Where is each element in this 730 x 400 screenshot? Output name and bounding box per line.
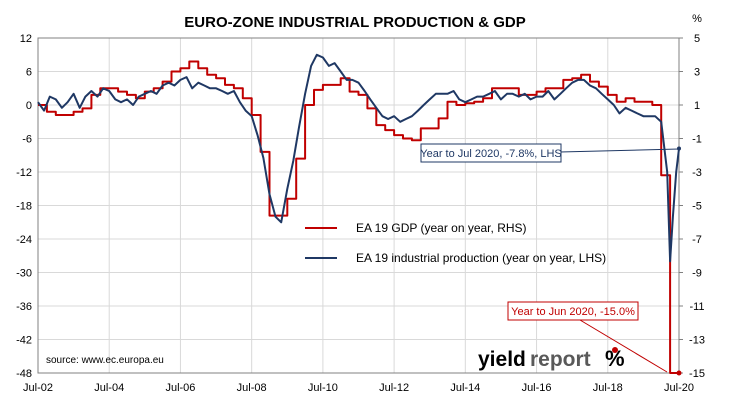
left-tick-label: -42 xyxy=(16,335,32,347)
right-tick-label: 5 xyxy=(694,33,700,45)
series-layer xyxy=(37,53,682,376)
left-tick-label: -24 xyxy=(16,234,32,246)
right-tick-label: -9 xyxy=(692,268,702,280)
series-line-ip xyxy=(37,53,680,263)
logo-report: report xyxy=(530,348,591,371)
logo-yield: yield xyxy=(478,348,526,371)
ip-annotation-box xyxy=(420,143,562,163)
x-axis-ticks: Jul-02 Jul-04 Jul-06 Jul-08 Jul-10 Jul-12 Jul-… xyxy=(23,382,694,394)
series-line-gdp xyxy=(38,60,679,374)
gdp-annotation-box xyxy=(507,301,639,321)
ip-end-point xyxy=(677,146,681,151)
x-tick-label: Jul-10 xyxy=(308,382,338,394)
left-tick-label: -18 xyxy=(16,201,32,213)
gdp-annotation-leader xyxy=(579,319,668,373)
left-tick-label: -12 xyxy=(16,167,32,179)
x-tick-label: Jul-08 xyxy=(237,382,267,394)
left-tick-label: 6 xyxy=(26,67,32,79)
right-tick-label: 3 xyxy=(694,67,700,79)
left-tick-label: -6 xyxy=(22,134,32,146)
left-tick-label: -48 xyxy=(16,368,32,380)
right-axis-unit: % xyxy=(692,13,702,25)
left-tick-label: 12 xyxy=(20,33,32,45)
chart-title: EURO-ZONE INDUSTRIAL PRODUCTION & GDP xyxy=(184,14,525,31)
right-tick-label: -15 xyxy=(689,368,705,380)
logo-dot-icon xyxy=(612,347,618,353)
gdp-annotation-text: Year to Jun 2020, -15.0% xyxy=(511,306,635,318)
left-axis-ticks: 12 6 0 -6 -12 -18 -24 -30 -36 -42 -48 xyxy=(16,33,32,380)
gdp-end-point xyxy=(676,370,682,376)
x-tick-label: Jul-02 xyxy=(23,382,53,394)
logo-percent-icon: % xyxy=(605,346,625,371)
right-tick-label: 1 xyxy=(694,100,700,112)
x-tick-label: Jul-04 xyxy=(94,382,124,394)
x-tick-label: Jul-20 xyxy=(664,382,694,394)
right-axis-ticks: 5 3 1 -1 -3 -5 -7 -9 -11 -13 -15 xyxy=(679,33,705,380)
left-tick-label: 0 xyxy=(26,100,32,112)
x-tick-label: Jul-18 xyxy=(593,382,623,394)
ip-annotation-leader xyxy=(559,148,680,153)
left-tick-label: -30 xyxy=(16,268,32,280)
ip-annotation-text: Year to Jul 2020, -7.8%, LHS xyxy=(420,148,561,160)
source-note: source: www.ec.europa.eu xyxy=(46,355,164,366)
right-tick-label: -7 xyxy=(692,234,702,246)
legend: EA 19 GDP (year on year, RHS) EA 19 indu… xyxy=(305,221,606,265)
right-tick-label: -1 xyxy=(692,134,702,146)
x-tick-label: Jul-06 xyxy=(165,382,195,394)
ip-annotation: Year to Jul 2020, -7.8%, LHS xyxy=(420,143,680,163)
x-tick-label: Jul-12 xyxy=(379,382,409,394)
x-tick-label: Jul-16 xyxy=(522,382,552,394)
yieldreport-logo: yield report % xyxy=(478,346,625,371)
left-tick-label: -36 xyxy=(16,301,32,313)
right-tick-label: -13 xyxy=(689,335,705,347)
x-tick-label: Jul-14 xyxy=(450,382,480,394)
right-tick-label: -11 xyxy=(689,301,704,313)
legend-gdp-label: EA 19 GDP (year on year, RHS) xyxy=(356,221,527,235)
right-tick-label: -3 xyxy=(692,167,702,179)
right-tick-label: -5 xyxy=(692,201,702,213)
gdp-annotation: Year to Jun 2020, -15.0% xyxy=(507,301,668,373)
legend-ip-label: EA 19 industrial production (year on yea… xyxy=(356,251,606,265)
